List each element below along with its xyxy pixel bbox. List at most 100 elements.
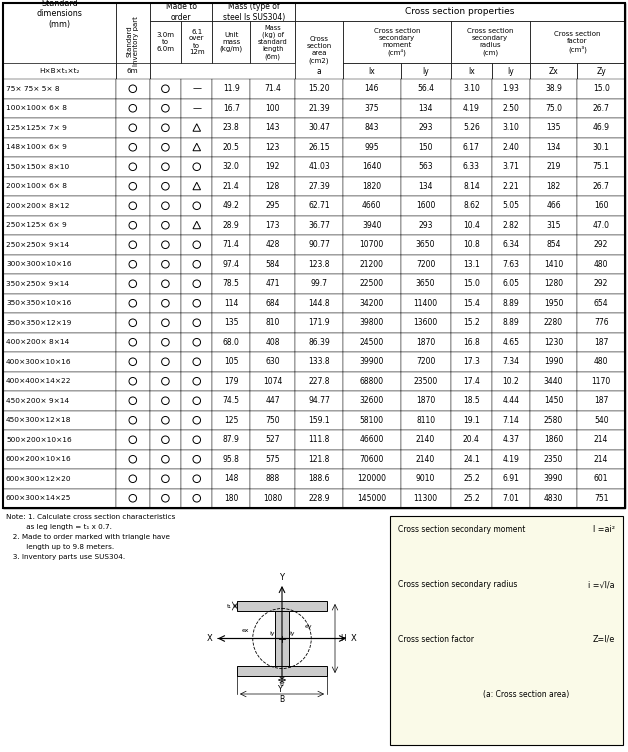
Bar — [401, 138, 451, 157]
Bar — [451, 196, 492, 216]
Bar — [181, 254, 212, 274]
Bar — [492, 489, 529, 508]
Bar — [401, 352, 451, 371]
Bar — [250, 157, 295, 177]
Text: 10.8: 10.8 — [463, 240, 480, 249]
Bar — [343, 63, 401, 79]
Bar — [529, 274, 577, 293]
Bar — [149, 391, 181, 411]
Text: 95.8: 95.8 — [223, 455, 240, 464]
Bar — [3, 352, 116, 371]
Text: 123: 123 — [266, 143, 280, 152]
Text: 200×200× 8×12: 200×200× 8×12 — [6, 203, 70, 209]
Text: 105: 105 — [224, 357, 239, 366]
Bar — [295, 313, 343, 332]
Bar — [451, 216, 492, 235]
Bar — [451, 274, 492, 293]
Bar — [295, 196, 343, 216]
Bar — [149, 196, 181, 216]
Text: 86.39: 86.39 — [308, 338, 330, 347]
Bar — [451, 469, 492, 489]
Bar — [451, 489, 492, 508]
Text: 600×200×10×16: 600×200×10×16 — [6, 456, 72, 462]
Text: 21.39: 21.39 — [308, 104, 330, 113]
Bar — [212, 352, 250, 371]
Text: 133.8: 133.8 — [308, 357, 330, 366]
Text: 3650: 3650 — [416, 279, 435, 288]
Bar — [343, 332, 401, 352]
Text: 134: 134 — [418, 182, 433, 191]
Bar — [250, 254, 295, 274]
Bar — [577, 430, 625, 450]
Text: 28.9: 28.9 — [223, 221, 240, 230]
Text: 4.19: 4.19 — [463, 104, 480, 113]
Text: 2.21: 2.21 — [502, 182, 519, 191]
Bar — [492, 99, 529, 118]
Text: 3940: 3940 — [362, 221, 381, 230]
Bar — [401, 313, 451, 332]
Text: 3990: 3990 — [544, 475, 563, 484]
Bar — [3, 411, 116, 430]
Bar — [149, 216, 181, 235]
Bar — [3, 254, 116, 274]
Text: 250×250× 9×14: 250×250× 9×14 — [6, 241, 69, 247]
Bar — [577, 293, 625, 313]
Bar — [451, 99, 492, 118]
Text: Cross section factor: Cross section factor — [398, 635, 474, 644]
Bar — [401, 235, 451, 254]
Text: Standard
dimensions
(mm): Standard dimensions (mm) — [36, 0, 82, 29]
Bar — [390, 516, 623, 745]
Text: 2140: 2140 — [416, 455, 435, 464]
Bar — [149, 99, 181, 118]
Text: 111.8: 111.8 — [308, 435, 330, 444]
Bar — [212, 411, 250, 430]
Bar — [401, 216, 451, 235]
Text: 480: 480 — [594, 357, 609, 366]
Bar — [492, 254, 529, 274]
Text: 23500: 23500 — [413, 377, 438, 386]
Bar — [401, 79, 451, 99]
Text: 143: 143 — [266, 123, 280, 132]
Bar — [577, 196, 625, 216]
Text: 13600: 13600 — [413, 318, 438, 327]
Bar — [181, 371, 212, 391]
Bar — [250, 411, 295, 430]
Text: 11400: 11400 — [414, 299, 438, 308]
Text: iy: iy — [290, 631, 295, 636]
Bar — [492, 469, 529, 489]
Text: 584: 584 — [266, 259, 280, 268]
Bar — [451, 430, 492, 450]
Bar — [116, 216, 149, 235]
Text: 38.9: 38.9 — [545, 84, 562, 93]
Text: 121.8: 121.8 — [308, 455, 330, 464]
Bar — [295, 235, 343, 254]
Bar — [451, 63, 492, 79]
Text: 6.17: 6.17 — [463, 143, 480, 152]
Bar — [116, 138, 149, 157]
Text: 27.39: 27.39 — [308, 182, 330, 191]
Text: 68.0: 68.0 — [223, 338, 240, 347]
Bar — [401, 177, 451, 196]
Bar — [116, 3, 149, 79]
Bar — [295, 332, 343, 352]
Bar — [212, 177, 250, 196]
Bar — [295, 157, 343, 177]
Text: 1640: 1640 — [362, 162, 381, 171]
Text: 16.8: 16.8 — [463, 338, 480, 347]
Bar — [116, 450, 149, 469]
Text: 21.4: 21.4 — [223, 182, 240, 191]
Bar — [529, 293, 577, 313]
Text: 214: 214 — [594, 435, 609, 444]
Text: X: X — [207, 634, 213, 643]
Text: 179: 179 — [224, 377, 239, 386]
Bar — [181, 293, 212, 313]
Text: 1990: 1990 — [544, 357, 563, 366]
Text: 62.71: 62.71 — [308, 202, 330, 211]
Bar — [149, 332, 181, 352]
Bar — [295, 450, 343, 469]
Bar — [250, 177, 295, 196]
Text: 9010: 9010 — [416, 475, 435, 484]
Bar — [492, 352, 529, 371]
Text: 300×300×10×16: 300×300×10×16 — [6, 261, 72, 267]
Bar — [343, 254, 401, 274]
